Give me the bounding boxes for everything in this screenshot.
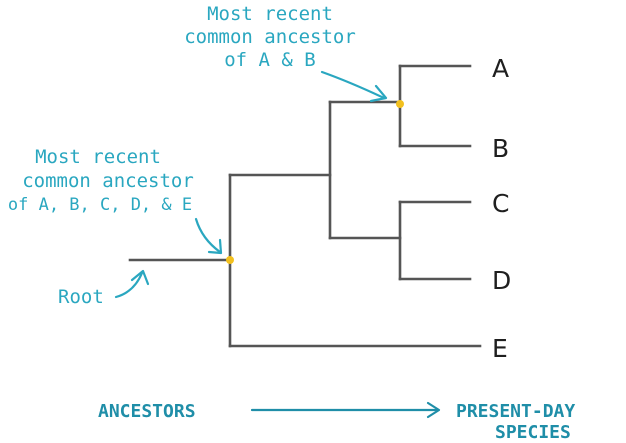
axis-present-day-label-line-1: PRESENT-DAY	[456, 401, 575, 422]
annotation-mrca-ab: Most recent common ancestor of A & B	[184, 3, 388, 103]
annotation-mrca-all-line-1: Most recent	[35, 146, 161, 168]
annotation-mrca-ab-line-3: of A & B	[224, 49, 316, 71]
annotation-mrca-all-arrowhead	[207, 238, 223, 255]
annotation-mrca-ab-arrowhead	[369, 84, 388, 103]
tip-label-b: B	[492, 134, 509, 163]
annotation-mrca-all-line-2: common ancestor	[22, 170, 194, 192]
tip-label-a: A	[492, 54, 509, 83]
axis-ancestors-label: ANCESTORS	[98, 401, 196, 422]
tree-branches	[128, 64, 482, 348]
tip-label-e: E	[492, 334, 508, 363]
annotation-root: Root	[58, 269, 150, 308]
annotation-mrca-all: Most recent common ancestor of A, B, C, …	[8, 146, 223, 255]
annotation-mrca-ab-line-2: common ancestor	[184, 26, 356, 48]
annotation-mrca-ab-line-1: Most recent	[207, 3, 333, 25]
tip-label-d: D	[492, 266, 511, 295]
annotation-root-arrow	[114, 271, 144, 299]
annotation-mrca-ab-arrow	[320, 70, 386, 100]
mrca-ab-node	[396, 100, 404, 108]
time-axis-arrowhead	[426, 401, 441, 419]
annotation-mrca-all-arrow	[194, 217, 222, 254]
annotation-root-arrowhead	[130, 269, 150, 286]
annotation-mrca-all-line-3: of A, B, C, D, & E	[8, 195, 192, 215]
axis-present-day-label-line-2: SPECIES	[495, 422, 571, 443]
time-axis: ANCESTORS PRESENT-DAY SPECIES	[98, 401, 575, 443]
annotation-root-label: Root	[58, 286, 104, 308]
mrca-all-node	[226, 256, 234, 264]
tip-label-c: C	[492, 189, 509, 218]
